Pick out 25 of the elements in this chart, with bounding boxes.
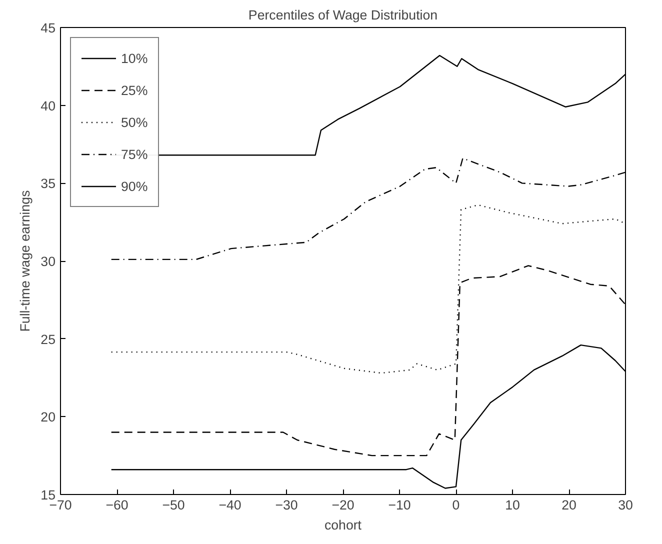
x-tick-label: −20 xyxy=(332,498,354,512)
x-tick-label: −50 xyxy=(162,498,185,512)
y-tick-label: 40 xyxy=(40,98,56,114)
legend-label: 25% xyxy=(121,82,148,98)
x-tick-label: −60 xyxy=(106,498,128,512)
y-tick-label: 20 xyxy=(40,410,56,425)
y-axis-title: Full-time wage earnings xyxy=(18,190,33,332)
x-tick-label: 0 xyxy=(452,498,460,512)
x-tick-label: −30 xyxy=(275,498,298,512)
x-tick-label: −40 xyxy=(218,498,242,512)
y-tick-label: 30 xyxy=(40,254,56,269)
y-tick-label: 15 xyxy=(40,488,56,502)
x-tick-label: 30 xyxy=(618,498,633,512)
x-tick-label: 20 xyxy=(562,498,576,512)
chart-title: Percentiles of Wage Distribution xyxy=(248,8,438,22)
y-tick-label: 45 xyxy=(40,20,56,36)
y-tick-label: 25 xyxy=(40,332,56,347)
x-axis-title: cohort xyxy=(324,518,362,532)
x-tick-label: 10 xyxy=(505,498,520,512)
x-tick-label: −10 xyxy=(388,498,411,512)
y-tick-label: 35 xyxy=(40,176,56,192)
legend-label: 90% xyxy=(121,178,148,194)
legend-label: 75% xyxy=(121,146,148,162)
legend-label: 10% xyxy=(121,50,148,66)
legend-label: 50% xyxy=(121,114,148,130)
